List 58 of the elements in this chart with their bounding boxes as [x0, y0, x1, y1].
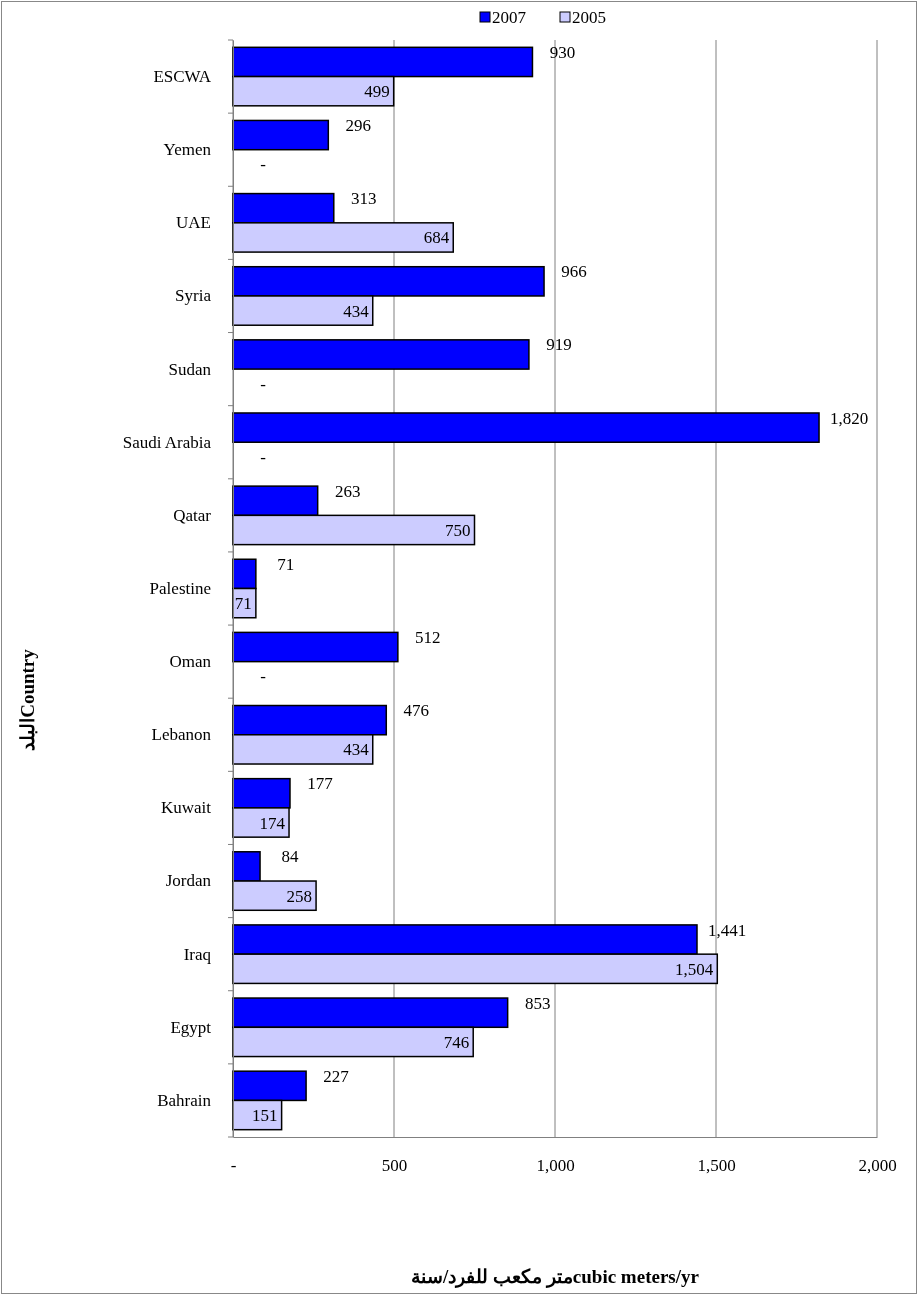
- data-label: 296: [345, 116, 372, 136]
- data-label: 1,820: [829, 408, 869, 428]
- bar: [232, 119, 330, 151]
- x-tick-label: 1,500: [697, 1156, 736, 1176]
- x-tick-label: 500: [381, 1156, 408, 1176]
- data-label: 746: [443, 1032, 470, 1052]
- y-tick-label: Syria: [175, 286, 212, 306]
- data-label: 919: [546, 335, 572, 355]
- data-label: 174: [259, 813, 286, 833]
- y-tick-label: Sudan: [168, 359, 212, 379]
- data-label: 258: [286, 886, 313, 906]
- data-label: 930: [549, 42, 576, 62]
- y-tick-label: Iraq: [183, 944, 212, 964]
- text: -: [260, 155, 266, 175]
- data-label: 750: [445, 520, 471, 540]
- data-label: 71: [277, 554, 295, 574]
- data-label: 1,504: [675, 959, 714, 979]
- data-label: 84: [281, 847, 300, 867]
- y-tick-label: Palestine: [149, 578, 211, 598]
- y-axis-title: البلدCountry: [17, 648, 38, 751]
- data-label: 263: [334, 481, 361, 501]
- y-tick-label: Oman: [169, 652, 212, 672]
- bar: [232, 412, 820, 443]
- data-label: 177: [307, 774, 334, 794]
- data-label: 71: [234, 594, 252, 614]
- x-tick-label: -: [230, 1156, 237, 1176]
- data-label: 434: [343, 301, 370, 321]
- y-tick-label: UAE: [176, 213, 211, 233]
- text: -: [260, 374, 266, 394]
- data-label: 966: [561, 262, 587, 282]
- data-label: 512: [415, 628, 441, 648]
- y-tick-label: Kuwait: [160, 798, 212, 818]
- data-label: 476: [403, 701, 430, 721]
- y-tick-label: ESCWA: [153, 67, 212, 87]
- y-tick-label: Qatar: [173, 505, 212, 525]
- y-tick-label: Bahrain: [157, 1090, 212, 1110]
- y-tick-label: Lebanon: [151, 725, 212, 745]
- bar: [232, 339, 530, 370]
- x-tick-label: 2,000: [858, 1156, 897, 1176]
- data-label: 1,441: [707, 920, 747, 940]
- y-tick-label: Yemen: [163, 140, 212, 160]
- legend-label: 2005: [572, 8, 606, 27]
- data-label: 227: [323, 1066, 350, 1086]
- data-label: 684: [423, 228, 450, 248]
- data-label: 853: [524, 993, 551, 1013]
- bar: [232, 631, 399, 663]
- data-label: 151: [252, 1106, 278, 1126]
- x-axis-title: متر مكعب للفرد/سنةcubic meters/yr: [411, 1266, 700, 1288]
- y-tick-label: Jordan: [165, 871, 212, 891]
- text: -: [260, 447, 266, 467]
- data-label: 499: [364, 82, 390, 102]
- data-label: 434: [343, 740, 370, 760]
- text: -: [260, 667, 266, 687]
- data-label: 313: [351, 189, 377, 209]
- x-tick-label: 1,000: [536, 1156, 575, 1176]
- y-tick-label: Saudi Arabia: [122, 432, 212, 452]
- legend-label: 2007: [492, 8, 527, 27]
- y-tick-label: Egypt: [170, 1017, 212, 1037]
